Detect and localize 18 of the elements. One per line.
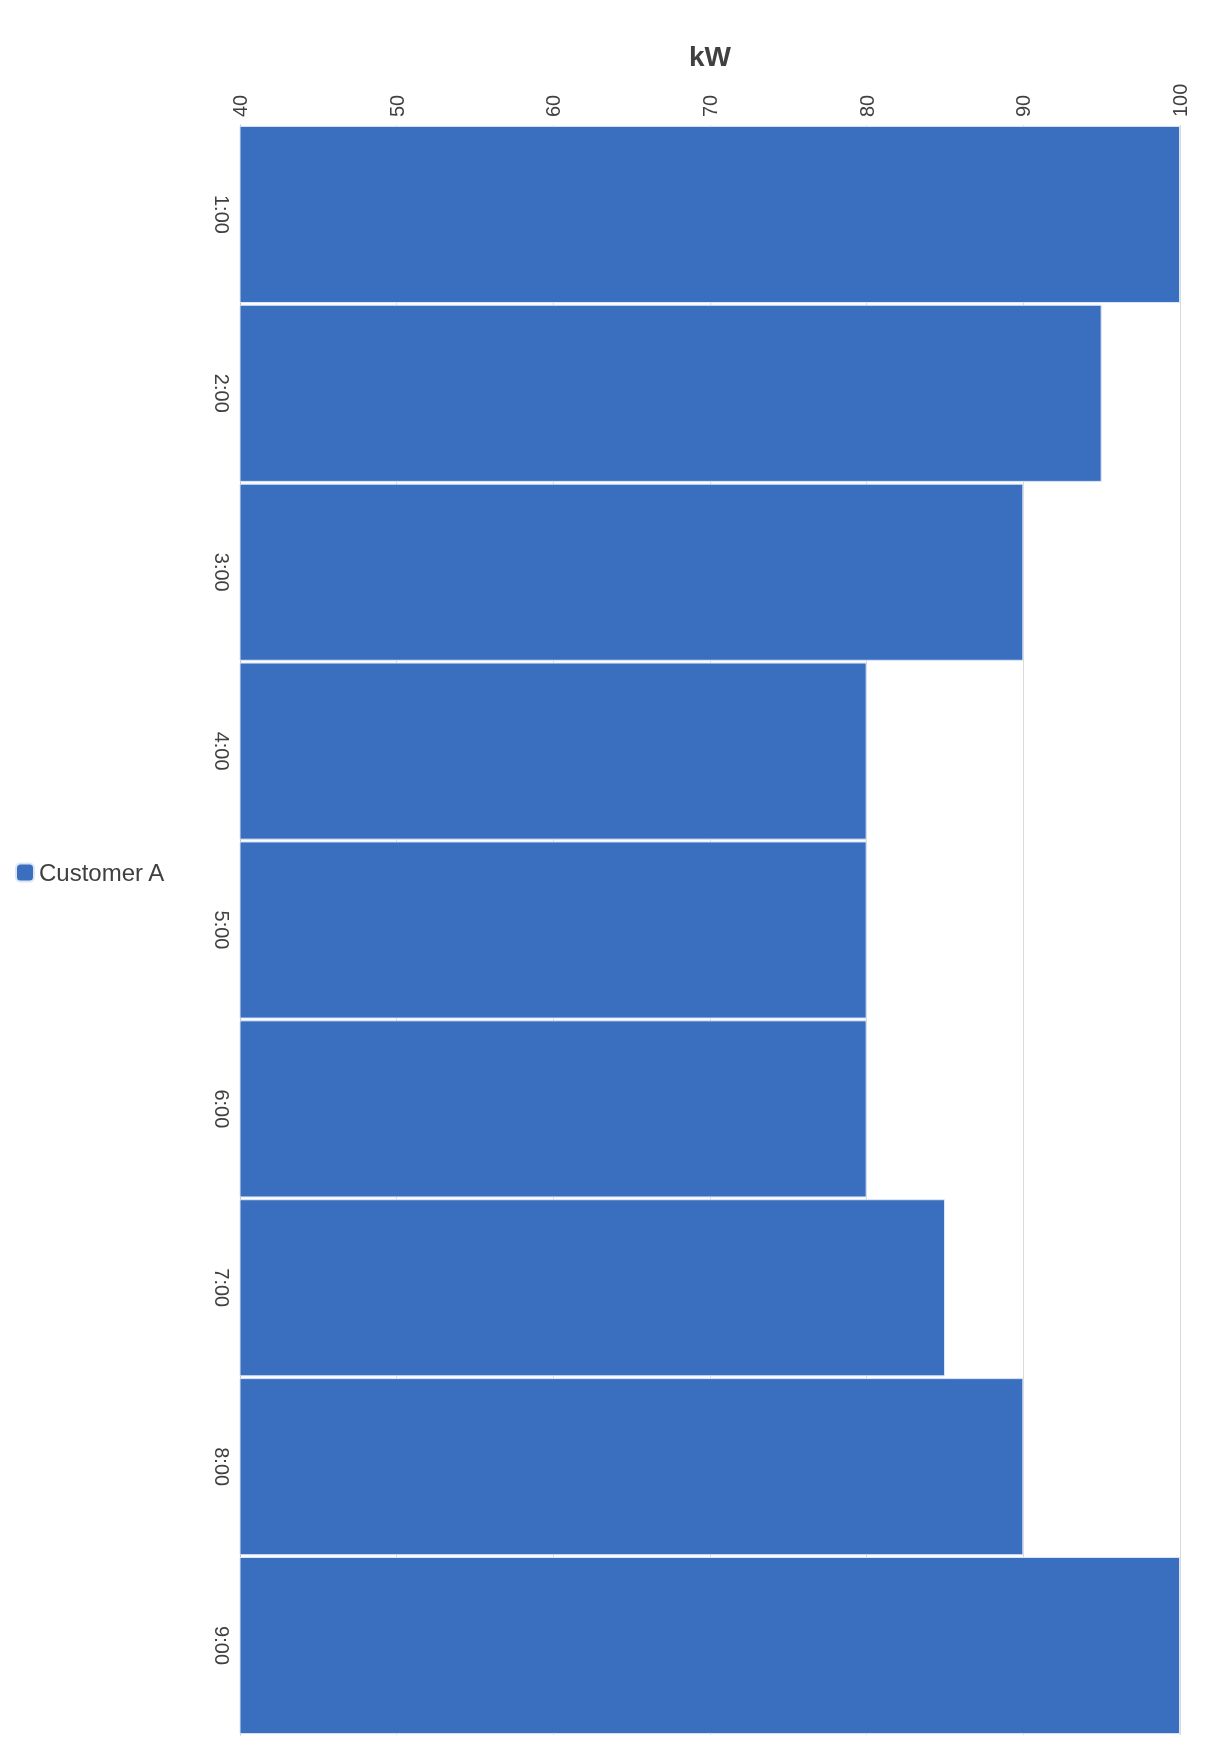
- y-tick-label: 3:00: [211, 552, 233, 592]
- x-tick-label: 90: [1012, 94, 1035, 117]
- x-tick-label: 100: [1169, 83, 1191, 117]
- legend-label: Customer A: [39, 859, 165, 886]
- x-tick-label: 70: [699, 94, 721, 117]
- x-tick-label: 60: [542, 94, 565, 117]
- x-axis-title: kW: [689, 40, 732, 72]
- y-tick-label: 1:00: [211, 194, 233, 234]
- y-tick-label: 6:00: [211, 1089, 233, 1129]
- x-tick-label: 80: [855, 94, 878, 117]
- y-tick-label: 2:00: [211, 373, 233, 413]
- x-tick-label: 40: [229, 94, 251, 117]
- y-tick-label: 4:00: [211, 731, 233, 771]
- y-tick-label: 5:00: [211, 910, 233, 950]
- y-tick-label: 7:00: [211, 1268, 233, 1308]
- x-tick-label: 50: [385, 94, 408, 117]
- y-tick-label: 9:00: [211, 1626, 233, 1666]
- y-tick-label: 8:00: [211, 1447, 233, 1487]
